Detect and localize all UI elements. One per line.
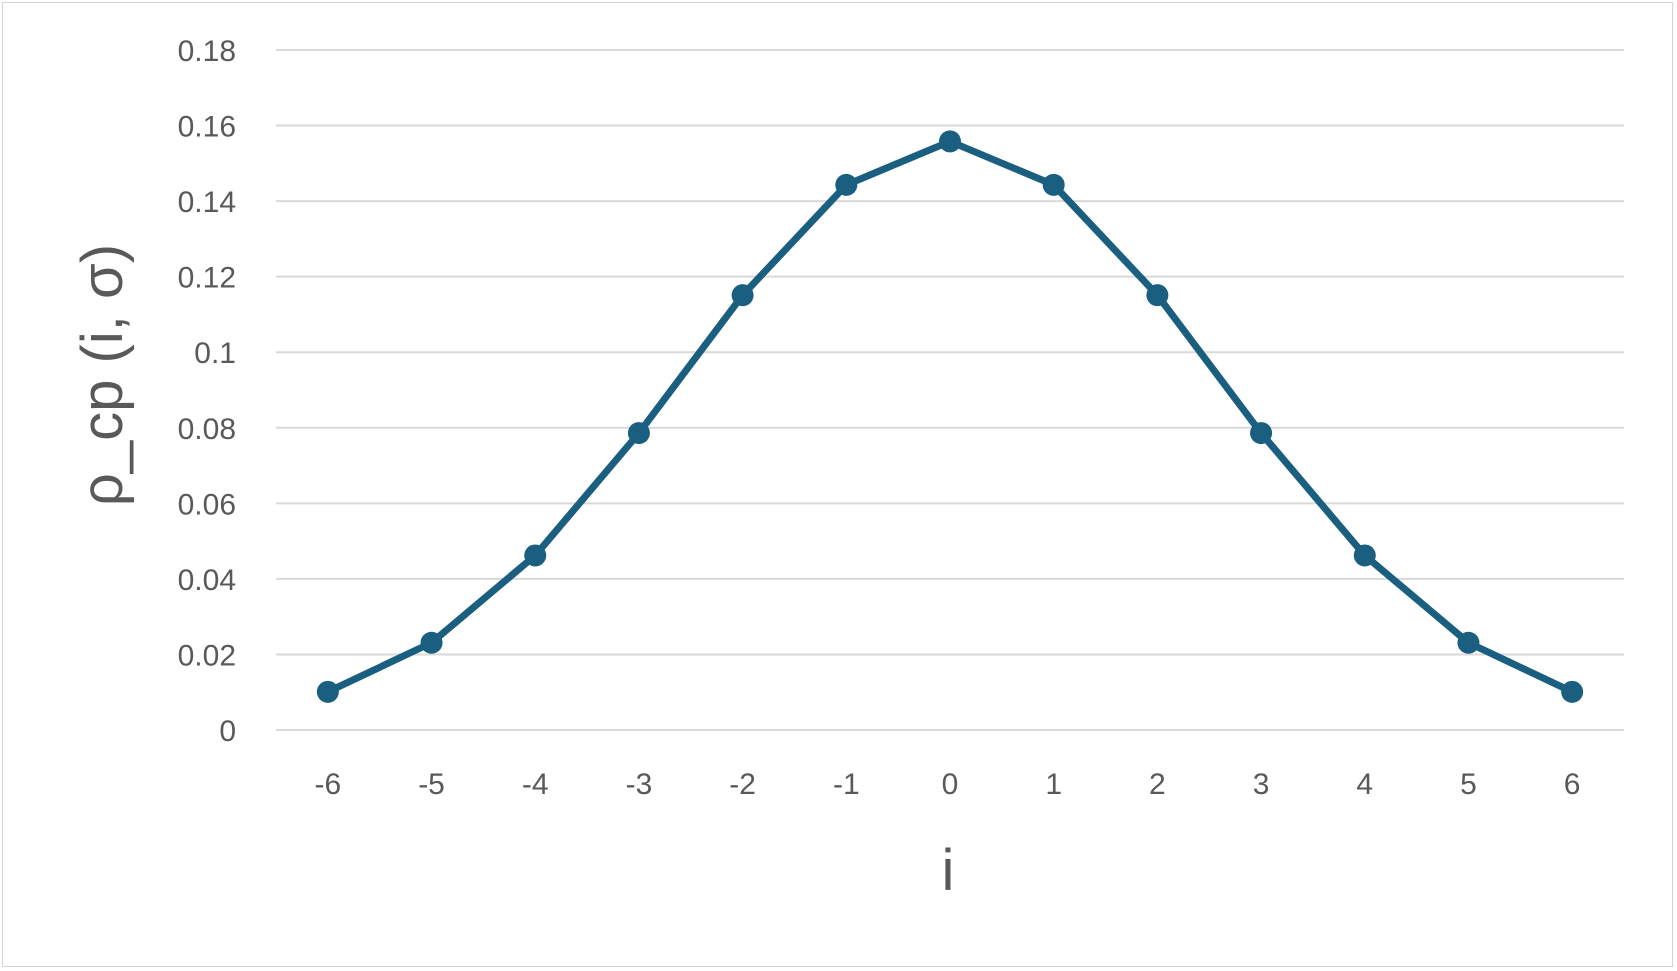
- y-tick-label: 0.14: [178, 186, 236, 219]
- x-tick-label: -3: [626, 768, 653, 801]
- data-point: [939, 130, 961, 153]
- data-point: [1042, 173, 1065, 196]
- series-line: [326, 137, 1574, 696]
- x-tick-label: 2: [1149, 768, 1166, 801]
- y-tick-label: 0.08: [178, 413, 236, 446]
- data-point: [1250, 422, 1273, 445]
- data-point: [316, 680, 339, 703]
- data-point: [731, 284, 754, 307]
- x-tick-label: 3: [1253, 768, 1270, 801]
- x-tick-labels: -6 -5 -4 -3 -2 -1 0 1 2 3 4 5 6: [315, 768, 1581, 801]
- x-tick-label: 4: [1356, 768, 1373, 801]
- y-tick-label: 0.16: [178, 111, 236, 144]
- series-group: [316, 130, 1584, 703]
- x-tick-label: -6: [315, 768, 342, 801]
- y-tick-labels: 0 0.02 0.04 0.06 0.08 0.1 0.12 0.14 0.16 0.18: [178, 35, 236, 748]
- y-tick-label: 0.1: [194, 337, 236, 370]
- y-tick-label: 0.12: [178, 262, 236, 295]
- data-point: [835, 173, 858, 196]
- y-axis-title: ρ_cp (i, σ): [70, 244, 135, 506]
- x-tick-label: -2: [729, 768, 756, 801]
- x-axis-title: i: [942, 838, 955, 903]
- x-tick-label: 0: [942, 768, 959, 801]
- y-tick-label: 0.18: [178, 35, 236, 68]
- x-tick-label: -4: [522, 768, 549, 801]
- y-tick-label: 0: [219, 715, 236, 748]
- gridlines: [276, 49, 1624, 731]
- x-tick-label: -5: [418, 768, 445, 801]
- data-point: [1146, 284, 1169, 307]
- data-point: [524, 544, 547, 567]
- y-tick-label: 0.02: [178, 639, 236, 672]
- data-point: [1561, 680, 1584, 703]
- x-tick-label: 1: [1045, 768, 1062, 801]
- x-tick-label: 5: [1460, 768, 1477, 801]
- data-point: [1353, 544, 1376, 567]
- data-point: [627, 422, 650, 445]
- data-point: [1457, 631, 1480, 654]
- x-tick-label: -1: [833, 768, 860, 801]
- x-tick-label: 6: [1564, 768, 1581, 801]
- y-tick-label: 0.06: [178, 488, 236, 521]
- y-tick-label: 0.04: [178, 564, 236, 597]
- data-point: [420, 631, 443, 654]
